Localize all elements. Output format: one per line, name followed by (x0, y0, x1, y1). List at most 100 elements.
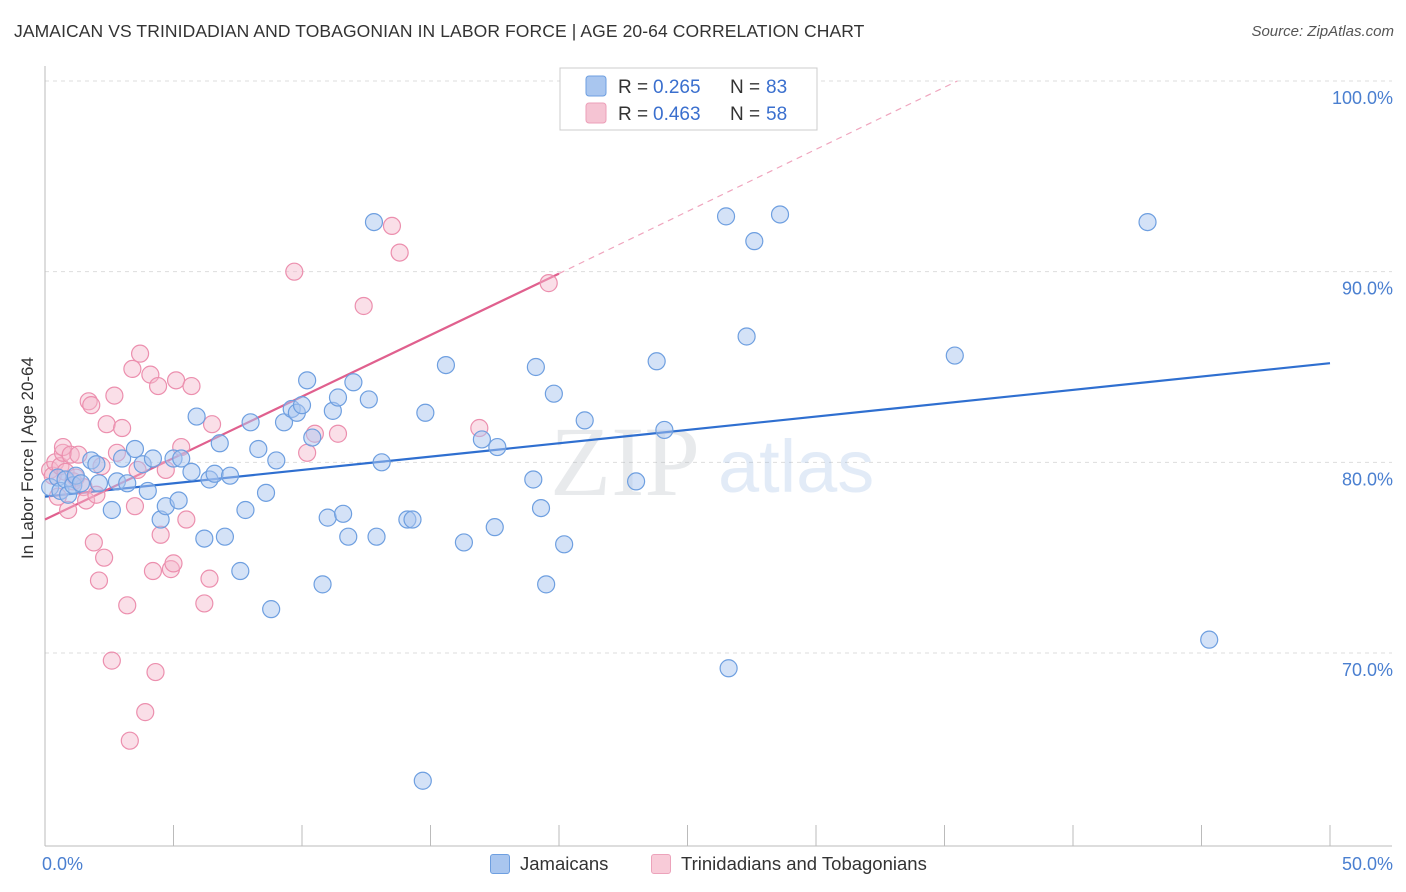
jamaicans-point (1200, 630, 1219, 649)
trinidadians-point (285, 262, 304, 281)
trinidadians-point (136, 703, 155, 722)
jamaicans-point (303, 428, 322, 447)
jamaicans-point (256, 483, 276, 502)
trinidadians-point (89, 571, 109, 590)
y-axis-label: In Labor Force | Age 20-64 (18, 357, 37, 559)
legend-item-trinidadians[interactable]: Trinidadians and Tobagonians (651, 853, 927, 875)
jamaicans-point (231, 561, 250, 581)
x-tick-label: 0.0% (42, 854, 83, 874)
trinidadians-point (202, 415, 222, 434)
jamaicans-point (526, 357, 545, 377)
x-tick-label: 50.0% (1342, 854, 1393, 874)
source-label: Source: ZipAtlas.com (1251, 23, 1394, 40)
jamaicans-point (215, 527, 234, 546)
trinidadians-point (59, 500, 78, 520)
trinidadians-point (354, 296, 373, 316)
jamaicans-point (737, 327, 756, 346)
jamaicans-point (555, 535, 574, 554)
jamaicans-point (182, 462, 201, 481)
jamaicans-point (112, 449, 132, 468)
legend-label-trinidadians: Trinidadians and Tobagonians (681, 853, 927, 874)
jamaicans-point (313, 575, 332, 594)
jamaicans-point (359, 390, 378, 409)
trinidadians-point (102, 651, 121, 670)
trinidadians-point (195, 594, 214, 613)
correlation-legend: R = 0.265 N = 83 R = 0.463 N = 58 (559, 67, 818, 131)
y-tick-label: 70.0% (1342, 660, 1393, 680)
trinidadians-point (97, 415, 116, 434)
jamaicans-point (125, 439, 145, 459)
jamaicans-point (71, 474, 91, 493)
jamaicans-point (537, 575, 556, 594)
jamaicans-point (339, 527, 358, 546)
jamaicans-point (262, 600, 281, 619)
trinidadians-point (77, 491, 96, 510)
jamaicans-point (647, 352, 666, 371)
y-tick-label: 100.0% (1332, 88, 1393, 108)
trinidadians-point (123, 359, 142, 379)
jamaicans-point (249, 439, 268, 459)
legend-item-jamaicans[interactable]: Jamaicans (490, 853, 608, 875)
jamaicans-point (575, 411, 594, 430)
jamaicans-point (102, 500, 121, 520)
jamaicans-point (524, 470, 543, 489)
jamaicans-point (118, 474, 137, 493)
jamaicans-point (236, 500, 255, 520)
axes (44, 66, 1392, 847)
jamaicans-point (745, 232, 764, 251)
y-tick-label: 80.0% (1342, 469, 1393, 489)
jamaicans-point (544, 384, 563, 403)
jamaicans-point (531, 498, 551, 518)
jamaicans-point (187, 407, 206, 426)
jamaicans-point (945, 346, 964, 365)
trinidadians-swatch (651, 854, 671, 874)
chart-title: JAMAICAN VS TRINIDADIAN AND TOBAGONIAN I… (14, 21, 865, 41)
trinidadians-point (130, 344, 150, 363)
trinidadians-point (112, 418, 132, 438)
jamaicans-point (488, 437, 507, 457)
trinidadians-point (105, 386, 124, 405)
jamaicans-point (367, 527, 386, 546)
trinidadians-point (151, 525, 170, 544)
jamaicans-point (413, 771, 432, 790)
trinidadians-point (182, 376, 201, 396)
jamaicans-point (210, 434, 229, 453)
jamaicans-point (416, 403, 435, 422)
legend-r-label-1: R = (618, 77, 648, 98)
trinidadians-point (164, 554, 183, 573)
trinidadians-point (125, 497, 145, 516)
legend-n-value-1: 83 (766, 77, 787, 98)
jamaicans-point (318, 508, 337, 527)
jamaicans-point (454, 533, 474, 552)
series-jamaicans-points (41, 205, 1219, 790)
trinidadians-point (120, 731, 139, 750)
jamaicans-swatch (490, 854, 510, 874)
trinidadians-point (298, 443, 317, 462)
legend-r-value-2: 0.463 (653, 104, 701, 125)
legend-swatch-trinidadians (585, 102, 607, 124)
legend-swatch-jamaicans (585, 75, 607, 97)
trinidadians-point (84, 533, 103, 552)
jamaicans-point (241, 413, 260, 432)
trinidadians-point (53, 437, 73, 457)
jamaicans-point (655, 420, 674, 440)
jamaicans-point (87, 455, 106, 474)
jamaicans-point (205, 464, 224, 483)
jamaicans-point (626, 472, 646, 491)
jamaicans-point (172, 449, 191, 468)
trinidadians-point (148, 376, 168, 396)
series-legend: Jamaicans Trinidadians and Tobagonians (0, 850, 1406, 880)
legend-r-label-2: R = (618, 104, 648, 125)
trinidadians-point (143, 561, 163, 581)
jamaicans-point (89, 474, 109, 493)
trinidadians-point (61, 445, 80, 464)
trinidadians-point (82, 396, 101, 415)
tick-labels: 70.0% 80.0% 90.0% 100.0% 0.0% 50.0% (42, 88, 1393, 874)
trinidadians-point (177, 510, 196, 529)
jamaicans-point (485, 518, 504, 537)
trinidadians-point (166, 371, 186, 390)
legend-r-value-1: 0.265 (653, 77, 701, 98)
jamaicans-point (292, 396, 312, 415)
jamaicans-point (328, 388, 348, 407)
